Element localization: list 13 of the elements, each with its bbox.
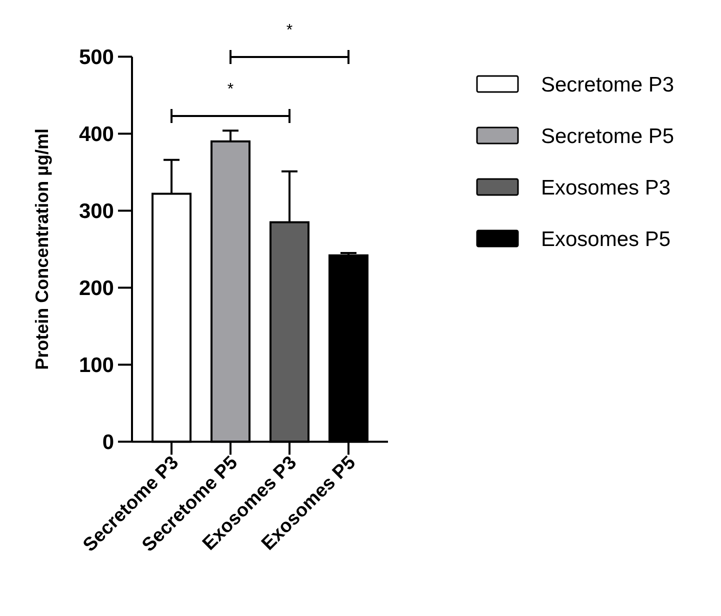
y-tick-label: 200 (78, 277, 114, 300)
y-tick-label: 500 (78, 46, 114, 70)
legend-label: Secretome P3 (541, 73, 674, 96)
text: * (286, 22, 293, 39)
y-tick-label: 0 (102, 431, 114, 454)
y-axis-title: Protein Concentration µg/ml (32, 128, 52, 370)
annotation: * (227, 81, 234, 98)
y-tick-label: 300 (78, 200, 114, 224)
y-tick-label: 400 (78, 123, 114, 146)
legend-label: Secretome P5 (541, 124, 674, 148)
y-tick-label: 100 (78, 354, 114, 378)
legend-label: Exosomes P3 (541, 176, 671, 200)
legend-label: Exosomes P5 (541, 228, 671, 251)
